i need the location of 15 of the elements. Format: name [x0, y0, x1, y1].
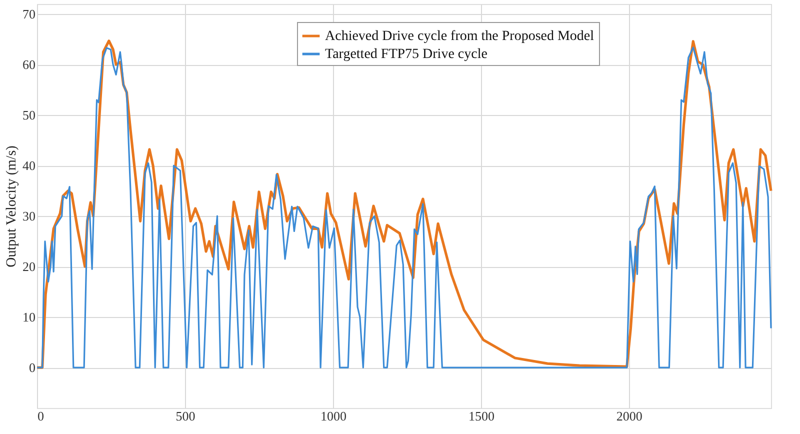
y-tick-label: 30	[22, 208, 36, 224]
y-axis-title: Output Velocity (m/s)	[4, 145, 20, 268]
x-tick-label: 2000	[616, 408, 642, 424]
x-tick-label: 500	[176, 408, 196, 424]
y-tick-label: 10	[22, 310, 36, 325]
legend-label: Achieved Drive cycle from the Proposed Model	[325, 29, 594, 44]
x-tick-label: 1000	[320, 408, 346, 424]
y-tick-label: 40	[22, 158, 36, 174]
y-tick-label: 70	[22, 6, 36, 22]
y-tick-label: 50	[22, 108, 36, 123]
legend-label: Targetted FTP75 Drive cycle	[325, 47, 488, 62]
x-tick-label: 1500	[468, 408, 494, 424]
y-tick-label: 60	[22, 57, 36, 72]
y-tick-label: 20	[22, 259, 36, 274]
y-tick-label: 0	[29, 360, 36, 376]
